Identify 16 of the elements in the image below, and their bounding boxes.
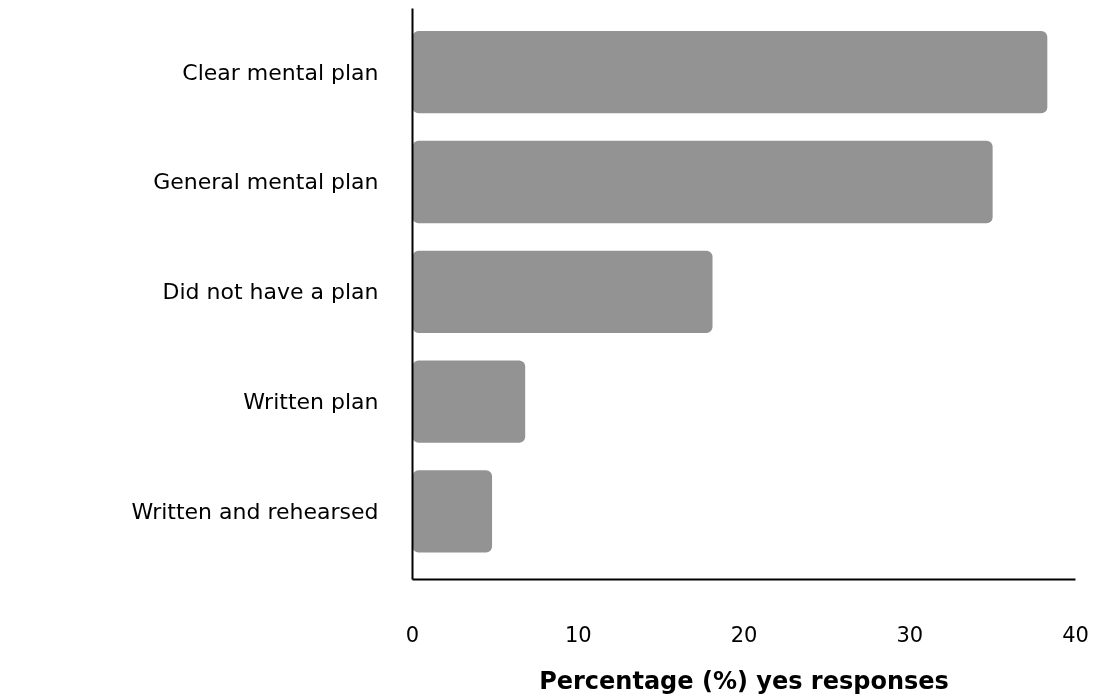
bar	[412, 360, 526, 443]
x-tick-label: 0	[405, 622, 420, 647]
y-tick-label: Did not have a plan	[162, 279, 379, 305]
x-tick-label: 20	[730, 622, 758, 647]
bar	[412, 140, 993, 224]
y-tick-label: Written plan	[243, 389, 379, 415]
bar	[412, 250, 713, 333]
bar	[412, 470, 493, 553]
x-axis-title: Percentage (%) yes responses	[539, 666, 949, 695]
y-tick-label: Clear mental plan	[182, 59, 379, 85]
x-tick-label: 10	[564, 622, 592, 647]
y-tick-label: Written and rehearsed	[131, 498, 379, 524]
bar	[412, 31, 1048, 114]
x-tick-label: 30	[896, 622, 924, 647]
y-tick-label: General mental plan	[153, 169, 379, 195]
x-tick-label: 40	[1062, 622, 1089, 647]
